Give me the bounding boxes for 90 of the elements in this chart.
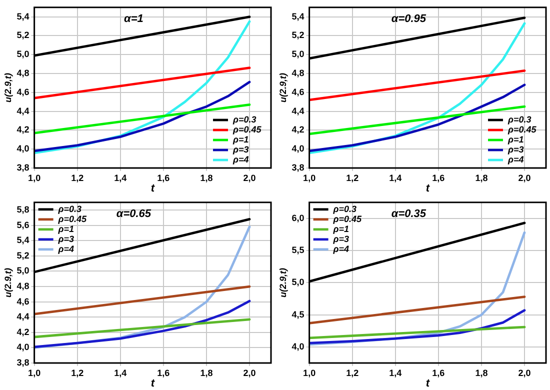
x-tick-label: 1,0 [303, 368, 316, 378]
y-tick-label: 4,8 [16, 68, 30, 78]
legend-label: ρ=3 [232, 144, 249, 154]
y-tick-label: 4,2 [16, 124, 30, 135]
text: α=1 [124, 12, 144, 25]
y-tick-label: 4,0 [292, 341, 304, 352]
text: α=0.95 [391, 12, 427, 25]
y-tick-label: 4,2 [16, 326, 30, 337]
x-axis-title: t [150, 182, 156, 194]
y-tick-label: 4,6 [16, 296, 30, 306]
y-tick-label: 4,4 [292, 106, 304, 116]
legend-label: ρ=1 [57, 224, 74, 234]
x-tick-label: 2,0 [243, 172, 256, 183]
y-tick-label: 3,8 [292, 162, 304, 172]
x-tick-label: 1,0 [303, 172, 316, 183]
y-tick-label: 5,4 [16, 11, 30, 22]
y-tick-label: 5,0 [16, 266, 30, 276]
legend-label: ρ=0.3 [57, 204, 82, 214]
x-tick-label: 1,8 [200, 368, 213, 378]
y-tick-label: 4,6 [16, 86, 30, 97]
y-tick-label: 4,2 [292, 124, 304, 135]
y-tick-label: 4,0 [16, 144, 30, 154]
x-tick-label: 1,0 [28, 368, 41, 378]
x-tick-label: 1,0 [28, 172, 41, 183]
legend-label: ρ=4 [57, 244, 74, 254]
legend-label: ρ=1 [332, 224, 350, 234]
x-tick-label: 2,0 [518, 368, 531, 378]
legend-label: ρ=0.45 [507, 124, 538, 134]
y-tick-label: 5,4 [16, 235, 30, 246]
x-axis-title: t [426, 182, 431, 194]
y-tick-label: 4,5 [292, 309, 304, 320]
x-tick-label: 1,6 [157, 172, 170, 183]
legend-label: ρ=4 [332, 244, 350, 254]
y-axis-title: u(2.9,t) [278, 268, 288, 298]
x-tick-label: 1,2 [346, 172, 359, 183]
legend-label: ρ=0.3 [332, 204, 357, 214]
y-tick-label: 6,0 [292, 212, 304, 223]
y-tick-label: 4,0 [16, 342, 30, 352]
legend-label: ρ=0.45 [332, 214, 363, 224]
y-tick-label: 5,0 [292, 49, 304, 60]
y-tick-label: 5,0 [292, 277, 304, 288]
x-tick-label: 1,6 [432, 368, 445, 378]
y-tick-label: 5,0 [16, 49, 30, 60]
legend-label: ρ=3 [507, 144, 524, 154]
legend-label: ρ=0.3 [232, 114, 256, 124]
x-tick-label: 1,2 [346, 368, 359, 378]
x-tick-label: 1,4 [389, 172, 402, 183]
x-tick-label: 1,8 [475, 172, 488, 183]
legend-label: ρ=1 [232, 134, 249, 144]
x-tick-label: 1,8 [475, 368, 488, 378]
x-tick-label: 1,6 [157, 368, 170, 378]
legend-label: ρ=4 [507, 154, 524, 164]
y-tick-label: 3,8 [16, 357, 30, 368]
y-tick-label: 5,6 [16, 220, 30, 230]
legend-label: ρ=3 [57, 234, 74, 244]
y-tick-label: 5,2 [16, 250, 30, 260]
x-tick-label: 2,0 [518, 172, 531, 183]
legend-label: ρ=3 [332, 234, 350, 244]
y-tick-label: 5,8 [16, 204, 30, 215]
legend-label: ρ=0.45 [232, 124, 262, 134]
y-tick-label: 4,4 [16, 106, 30, 116]
y-tick-label: 4,6 [292, 86, 304, 97]
y-tick-label: 4,8 [16, 281, 30, 292]
x-axis-title: t [150, 377, 156, 390]
text: α=0.35 [391, 208, 427, 220]
y-tick-label: 4,8 [292, 68, 304, 78]
legend-label: ρ=0.45 [57, 214, 88, 224]
x-tick-label: 1,2 [71, 368, 84, 378]
y-tick-label: 3,8 [16, 162, 30, 172]
y-tick-label: 4,4 [16, 312, 30, 322]
x-tick-label: 1,4 [389, 368, 402, 378]
y-tick-label: 5,5 [292, 245, 304, 256]
x-tick-label: 1,8 [200, 172, 213, 183]
y-axis-title: u(2.9,t) [2, 268, 13, 298]
y-axis-title: u(2.9,t) [2, 72, 13, 102]
y-tick-label: 5,4 [292, 11, 304, 22]
legend-label: ρ=0.3 [507, 114, 532, 124]
y-tick-label: 4,0 [292, 144, 304, 154]
x-tick-label: 1,4 [114, 368, 127, 378]
x-tick-label: 1,6 [432, 172, 445, 183]
legend-label: ρ=4 [232, 154, 249, 164]
x-tick-label: 1,4 [114, 172, 127, 183]
legend-label: ρ=1 [507, 134, 524, 144]
y-tick-label: 5,2 [292, 30, 304, 40]
y-axis-title: u(2.9,t) [278, 72, 288, 102]
y-tick-label: 5,2 [16, 30, 30, 40]
x-tick-label: 2,0 [243, 368, 256, 378]
x-axis-title: t [426, 377, 431, 390]
x-tick-label: 1,2 [71, 172, 84, 183]
text: α=0.65 [116, 208, 152, 220]
